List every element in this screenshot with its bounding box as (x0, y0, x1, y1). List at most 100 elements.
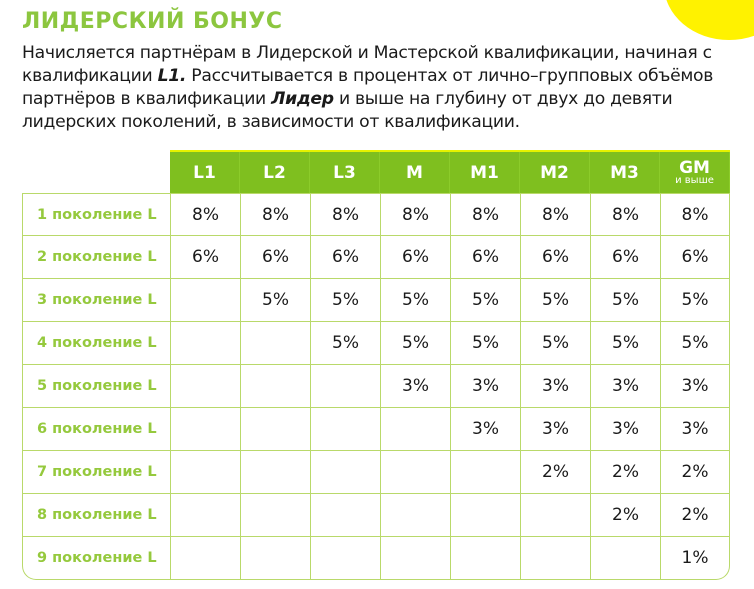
table-row: 3 поколение L 5% 5% 5% 5% 5% 5% 5% (22, 279, 730, 322)
table-cell: 6% (380, 236, 450, 279)
table-cell (520, 494, 590, 537)
decorative-yellow-shape (664, 0, 754, 40)
table-cell (310, 537, 380, 580)
table-cell: 3% (660, 408, 730, 451)
column-header-label: M1 (470, 162, 499, 183)
table-cell: 5% (240, 279, 310, 322)
table-cell (240, 494, 310, 537)
table-cell: 5% (590, 322, 660, 365)
table-cell: 6% (240, 236, 310, 279)
table-row: 1 поколение L 8% 8% 8% 8% 8% 8% 8% 8% (22, 193, 730, 236)
table-cell (450, 537, 520, 580)
table-cell: 8% (450, 193, 520, 236)
table-cell (170, 365, 240, 408)
table-cell: 5% (310, 322, 380, 365)
table-cell (310, 451, 380, 494)
table-cell: 6% (590, 236, 660, 279)
description-text-1: Начисляется партнёрам в Лидерской и Маст… (22, 43, 712, 86)
table-cell (310, 408, 380, 451)
table-cell (240, 322, 310, 365)
row-label: 8 поколение L (22, 494, 170, 537)
table-cell (450, 451, 520, 494)
column-header-m: M (380, 152, 450, 193)
description-paragraph: Начисляется партнёрам в Лидерской и Маст… (22, 42, 722, 134)
table-cell: 2% (660, 451, 730, 494)
column-header-label: GM (679, 157, 710, 178)
table-cell: 2% (520, 451, 590, 494)
table-cell (590, 537, 660, 580)
table-cell: 5% (380, 279, 450, 322)
table-cell: 5% (590, 279, 660, 322)
table-cell: 6% (170, 236, 240, 279)
table-cell (520, 537, 590, 580)
table-cell (240, 451, 310, 494)
row-label: 1 поколение L (22, 193, 170, 236)
column-header-l2: L2 (240, 152, 310, 193)
table-cell (380, 537, 450, 580)
column-header-sublabel: и выше (675, 174, 714, 186)
table-cell: 3% (520, 365, 590, 408)
table-row: 2 поколение L 6% 6% 6% 6% 6% 6% 6% 6% (22, 236, 730, 279)
table-cell: 5% (660, 322, 730, 365)
table-cell: 5% (660, 279, 730, 322)
row-label: 2 поколение L (22, 236, 170, 279)
column-header-l1: L1 (170, 152, 240, 193)
table-cell: 6% (310, 236, 380, 279)
table-cell (170, 494, 240, 537)
table-cell: 8% (520, 193, 590, 236)
table-cell: 3% (660, 365, 730, 408)
table-cell: 2% (660, 494, 730, 537)
description-bold-l1: L1. (157, 66, 187, 86)
table-cell (170, 451, 240, 494)
table-cell (240, 537, 310, 580)
table-cell: 8% (170, 193, 240, 236)
table-cell: 3% (450, 365, 520, 408)
table-cell: 6% (660, 236, 730, 279)
table-cell: 8% (310, 193, 380, 236)
table-cell: 8% (660, 193, 730, 236)
table-cell (310, 365, 380, 408)
table-cell: 5% (450, 279, 520, 322)
row-label: 5 поколение L (22, 365, 170, 408)
table-cell: 6% (520, 236, 590, 279)
table-cell: 6% (450, 236, 520, 279)
row-label: 9 поколение L (22, 537, 170, 580)
table-cell (240, 408, 310, 451)
table-cell: 5% (520, 279, 590, 322)
table-cell (170, 279, 240, 322)
table-cell: 3% (380, 365, 450, 408)
column-header-label: M2 (540, 162, 569, 183)
table-row: 5 поколение L 3% 3% 3% 3% 3% (22, 365, 730, 408)
header-accent-strip (170, 150, 730, 153)
column-header-label: M (406, 162, 423, 183)
table-cell (450, 494, 520, 537)
column-header-m2: M2 (520, 152, 590, 193)
table-cell (170, 408, 240, 451)
column-header-label: L1 (193, 162, 216, 183)
table-cell (380, 494, 450, 537)
table-row: 9 поколение L 1% (22, 537, 730, 580)
table-cell: 5% (310, 279, 380, 322)
table-cell: 8% (380, 193, 450, 236)
column-header-l3: L3 (310, 152, 380, 193)
column-header-label: L3 (333, 162, 356, 183)
row-label: 3 поколение L (22, 279, 170, 322)
table-cell (380, 451, 450, 494)
column-header-label: M3 (610, 162, 639, 183)
table-cell: 3% (590, 408, 660, 451)
column-header-gm: GM и выше (660, 152, 730, 193)
description-text-2: Рассчитывается в процентах от лично–груп… (22, 66, 714, 109)
table-cell: 2% (590, 451, 660, 494)
table-cell: 5% (380, 322, 450, 365)
table-cell: 1% (660, 537, 730, 580)
table-cell: 3% (450, 408, 520, 451)
table-row: 7 поколение L 2% 2% 2% (22, 451, 730, 494)
row-label: 6 поколение L (22, 408, 170, 451)
row-label: 7 поколение L (22, 451, 170, 494)
table-cell: 3% (520, 408, 590, 451)
table-cell (380, 408, 450, 451)
column-header-m3: M3 (590, 152, 660, 193)
table-cell (310, 494, 380, 537)
table-cell: 5% (450, 322, 520, 365)
column-header-m1: M1 (450, 152, 520, 193)
